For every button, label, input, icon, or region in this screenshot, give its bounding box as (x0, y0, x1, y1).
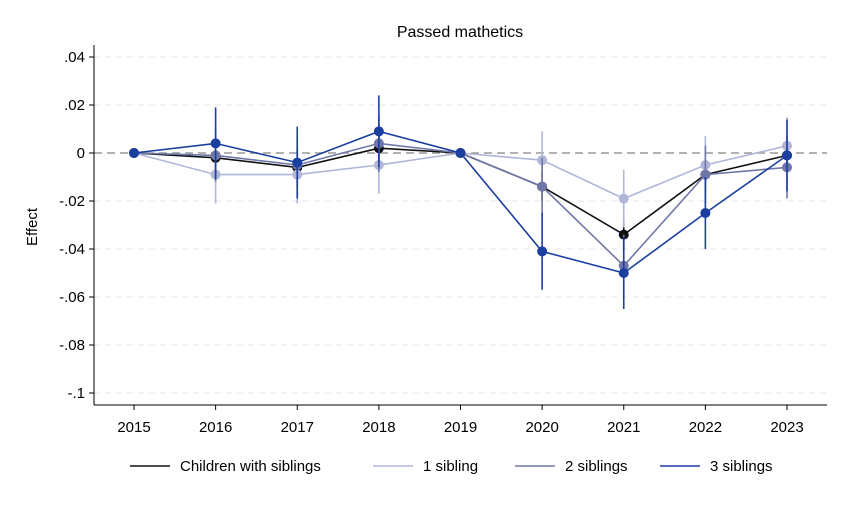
legend: Children with siblings 1 sibling 2 sibling… (130, 458, 773, 475)
data-point (700, 169, 711, 180)
series-3 (129, 95, 792, 309)
y-axis-label: Effect (24, 207, 41, 246)
x-tick-label: 2022 (689, 419, 722, 436)
data-point (618, 268, 629, 278)
data-point (210, 138, 221, 149)
series-line (133, 147, 788, 236)
data-point (618, 193, 629, 204)
x-tick-label: 2018 (362, 419, 395, 436)
legend-label: Children with siblings (180, 458, 321, 475)
series-1 (129, 117, 792, 228)
x-tick-label: 2015 (117, 419, 150, 436)
y-tick-label: -.08 (59, 337, 85, 354)
legend-item: Children with siblings (130, 458, 321, 475)
legend-label: 1 sibling (423, 458, 478, 475)
x-tick-label: 2020 (525, 419, 558, 436)
data-point (129, 148, 139, 158)
legend-item: 2 siblings (515, 458, 628, 475)
legend-item: 1 sibling (373, 458, 478, 475)
data-point (455, 148, 466, 158)
x-tick-label: 2023 (770, 419, 803, 436)
y-tick-label: -.06 (59, 289, 85, 306)
y-tick-label: .04 (64, 49, 85, 66)
data-point (700, 208, 711, 218)
legend-label: 2 siblings (565, 458, 628, 475)
data-point (292, 157, 303, 168)
legend-label: 3 siblings (710, 458, 773, 475)
series-line (133, 142, 788, 267)
legend-item: 3 siblings (660, 458, 773, 475)
y-tick-label: -.02 (59, 193, 85, 210)
y-tick-label: -.04 (59, 241, 85, 258)
y-tick-label: .02 (64, 97, 85, 114)
data-point (537, 246, 548, 257)
x-tick-label: 2017 (281, 419, 314, 436)
y-tick-label: 0 (77, 145, 85, 162)
x-tick-label: 2019 (444, 419, 477, 436)
y-tick-label: -.1 (67, 385, 85, 402)
series-2 (129, 114, 792, 297)
x-tick-label: 2016 (199, 419, 232, 436)
x-tick-label: 2021 (607, 419, 640, 436)
data-point (373, 126, 384, 137)
data-point (782, 150, 792, 161)
plot-area: .04 .02 0 -.02 -.04 -.06 -.08 -.1 2015 2016 2017 20… (59, 45, 827, 436)
data-point (537, 181, 548, 192)
chart-title: Passed mathetics (397, 24, 523, 41)
